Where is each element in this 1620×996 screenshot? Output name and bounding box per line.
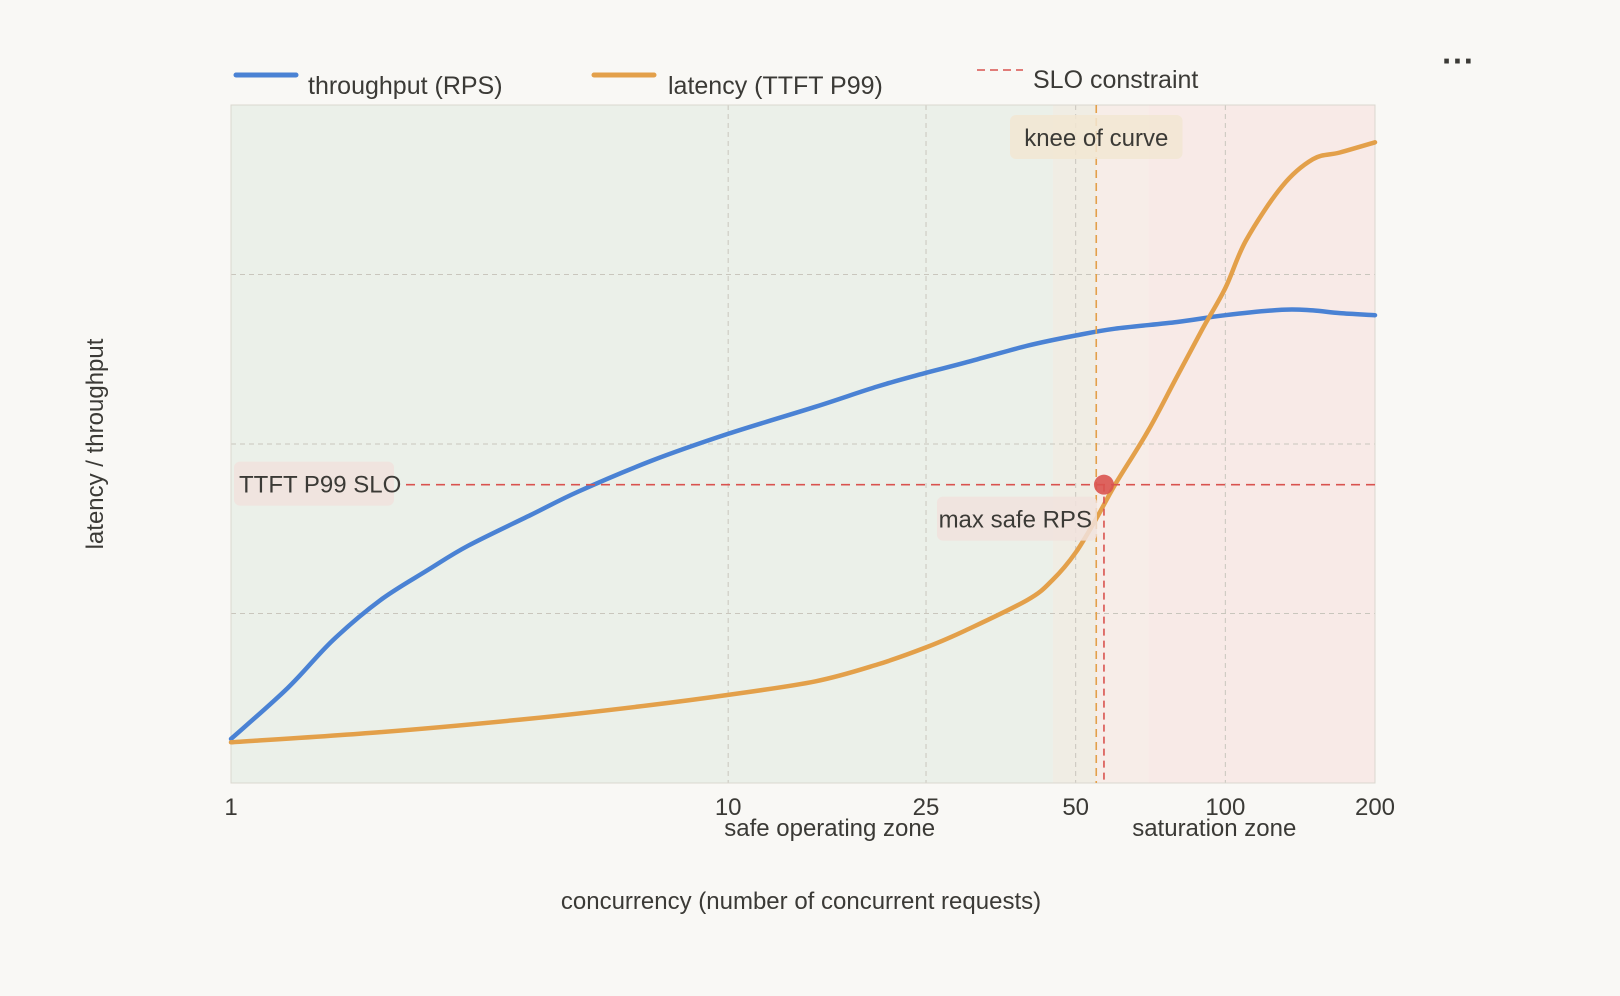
series-line-throughput bbox=[228, 307, 1378, 742]
series-layer bbox=[228, 140, 1378, 745]
legend-label-2: SLO constraint bbox=[1033, 66, 1198, 94]
x-tick-label-200: 200 bbox=[1355, 794, 1395, 821]
max-safe-point bbox=[1093, 474, 1114, 495]
zone-label-saturation-zone: saturation zone bbox=[1132, 815, 1296, 842]
knee-label-bg bbox=[1010, 115, 1183, 159]
legend-item-0[interactable]: throughput (RPS) bbox=[233, 72, 503, 100]
more-options-button[interactable]: ··· bbox=[1441, 47, 1475, 77]
zone-label-safe-operating-zone: safe operating zone bbox=[724, 815, 935, 842]
x-tick-label-25: 25 bbox=[913, 794, 940, 821]
legend[interactable]: throughput (RPS) latency (TTFT P99) SLO co… bbox=[233, 66, 1198, 100]
x-tick-label-10: 10 bbox=[715, 794, 742, 821]
grid-layer bbox=[230, 104, 1376, 784]
max-safe-label: max safe RPS bbox=[936, 496, 1097, 541]
x-tick-label-50: 50 bbox=[1062, 794, 1089, 821]
legend-label-1: latency (TTFT P99) bbox=[668, 72, 883, 100]
x-tick-label-1: 1 bbox=[224, 794, 237, 821]
x-tick-label-100: 100 bbox=[1205, 794, 1245, 821]
legend-item-1[interactable]: latency (TTFT P99) bbox=[591, 72, 883, 100]
y-axis-title: latency / throughput bbox=[82, 338, 109, 549]
slo-label-bg bbox=[234, 461, 394, 506]
knee-label: knee of curve bbox=[1010, 115, 1183, 159]
series-line-latency bbox=[228, 140, 1378, 745]
legend-label-0: throughput (RPS) bbox=[308, 72, 503, 100]
max-safe-label-text: max safe RPS bbox=[939, 507, 1092, 534]
max-safe-label-bg bbox=[936, 496, 1097, 541]
zone-band-0 bbox=[231, 105, 1053, 783]
plot-frame bbox=[230, 104, 1376, 784]
axes-layer: 1 10 25 50 100 200 safe operating zone saturati… bbox=[82, 338, 1395, 915]
legend-item-2[interactable]: SLO constraint bbox=[977, 66, 1198, 94]
annotation-layer: TTFT P99 SLO knee of curve max safe RPS bbox=[234, 105, 1375, 783]
slo-label: TTFT P99 SLO bbox=[234, 461, 401, 506]
knee-label-text: knee of curve bbox=[1024, 125, 1168, 152]
slo-label-text: TTFT P99 SLO bbox=[239, 472, 401, 499]
x-axis-title: concurrency (number of concurrent reques… bbox=[561, 888, 1041, 915]
